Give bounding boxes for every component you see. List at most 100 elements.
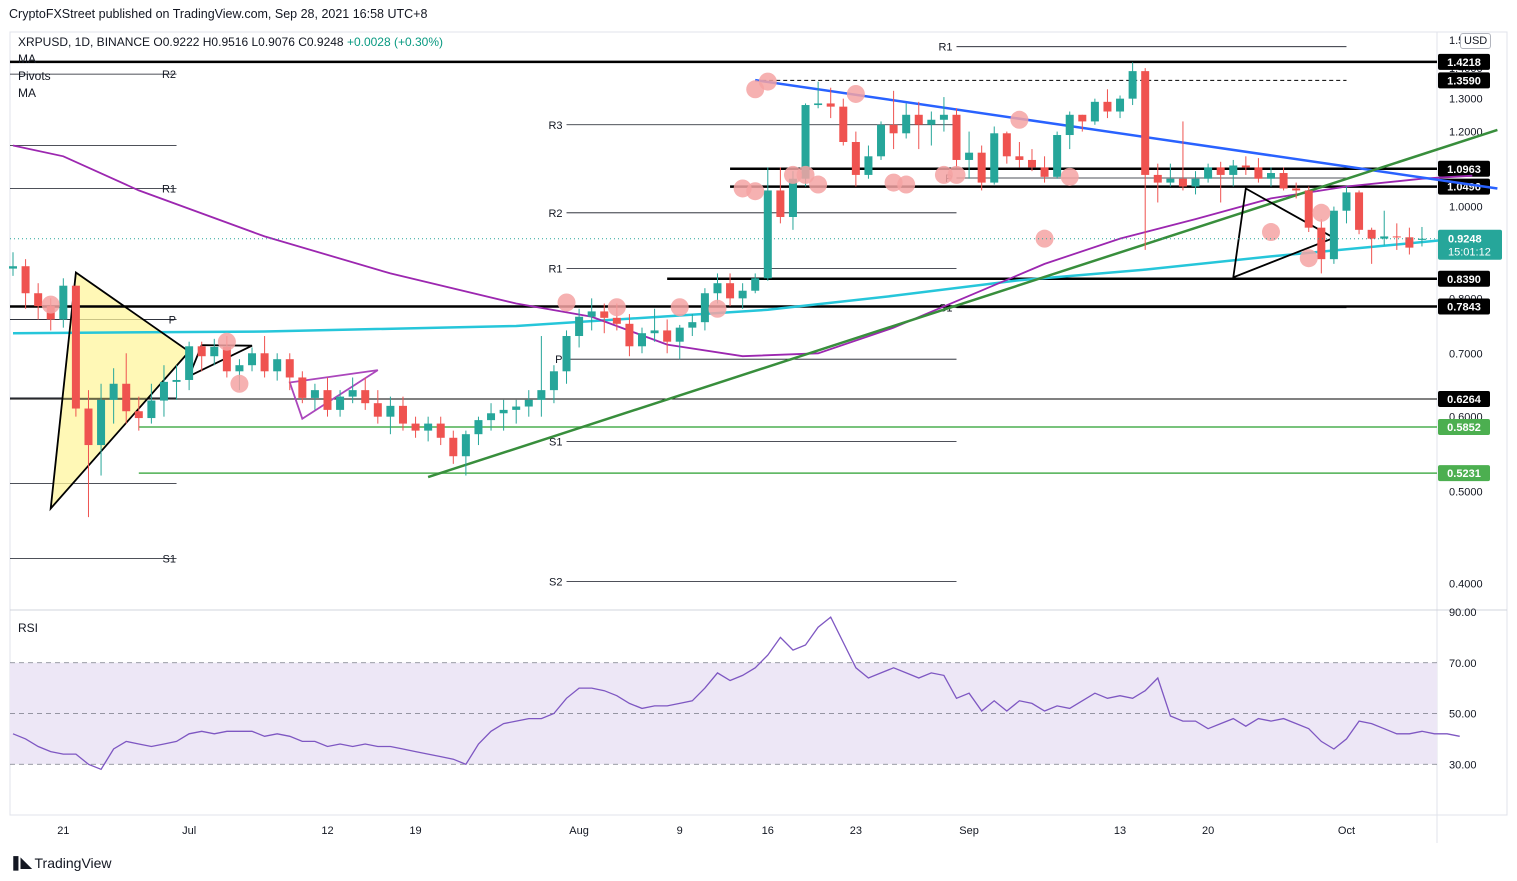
symbol-legend[interactable]: XRPUSD, 1D, BINANCE O0.9222 H0.9516 L0.9…: [18, 35, 443, 49]
candle-body: [726, 283, 735, 299]
candle-body: [323, 390, 332, 410]
candle-body: [751, 278, 760, 291]
pivot-label: S1: [549, 436, 562, 448]
candle-body: [1241, 165, 1250, 168]
candle-body: [776, 190, 785, 217]
candle-body: [1329, 210, 1338, 260]
pivot-label: R3: [548, 120, 562, 132]
candle-body: [952, 114, 961, 160]
candle-body: [1417, 238, 1426, 240]
time-tick-label: 13: [1114, 825, 1126, 837]
candle-body: [159, 381, 168, 401]
candle-body: [839, 106, 848, 142]
candle-body: [650, 330, 659, 334]
candle-body: [738, 290, 747, 299]
candle-body: [1178, 178, 1187, 187]
level-price-tag: [1438, 418, 1490, 435]
touch-point-marker: [947, 165, 966, 184]
candle-body: [298, 377, 307, 398]
candle-body: [310, 390, 319, 398]
candle-body: [1141, 71, 1150, 175]
candle-body: [1304, 190, 1313, 228]
candle-body: [97, 399, 106, 446]
level-price-label: 0.5231: [1447, 468, 1481, 480]
trendline: [427, 128, 1498, 479]
candle-body: [600, 311, 609, 318]
candle-body: [1027, 159, 1036, 168]
candle-body: [1166, 178, 1175, 183]
ohlc-high: H0.9516: [202, 35, 249, 49]
countdown-label: 15:01:12: [1448, 247, 1491, 259]
symbol-name: XRPUSD, 1D, BINANCE: [18, 35, 151, 49]
candle-body: [1355, 192, 1364, 230]
touch-point-marker: [1262, 223, 1280, 242]
time-tick-label: Aug: [569, 825, 589, 837]
candle-body: [587, 311, 596, 317]
candle-body: [1317, 227, 1326, 260]
candle-body: [273, 359, 282, 372]
current-price-label: 0.9248: [1448, 234, 1482, 246]
candle-body: [524, 399, 533, 407]
level-price-tag: [1438, 270, 1490, 287]
price-tick-label: 1.0000: [1449, 202, 1483, 214]
touch-point-marker: [934, 165, 953, 184]
time-tick-label: 19: [409, 825, 421, 837]
footer-brand[interactable]: ❚◣ TradingView: [10, 854, 112, 871]
candle-body: [386, 405, 395, 417]
touch-point-marker: [670, 298, 689, 317]
rsi-label: RSI: [18, 621, 38, 635]
touch-point-marker: [746, 182, 765, 201]
pivot-label: R1: [162, 183, 176, 195]
candle-body: [1191, 178, 1200, 187]
touch-point-marker: [1060, 167, 1079, 186]
candle-body: [939, 114, 948, 120]
indicator-pivots[interactable]: Pivots: [18, 69, 51, 83]
time-tick-label: 16: [762, 825, 774, 837]
rsi-line: [12, 616, 1460, 771]
candle-body: [436, 423, 445, 438]
candle-body: [562, 336, 571, 372]
candle-body: [1342, 192, 1351, 211]
currency-badge[interactable]: USD: [1460, 33, 1492, 49]
candle-body: [1292, 188, 1301, 191]
candle-body: [889, 124, 898, 134]
candle-body: [1090, 101, 1099, 122]
candle-body: [700, 293, 709, 323]
candle-body: [788, 178, 797, 217]
indicator-ma-2[interactable]: MA: [18, 86, 36, 100]
publisher-line: CryptoFXStreet published on TradingView.…: [9, 7, 428, 21]
candle-body: [9, 266, 17, 269]
price-tick-label: 0.7000: [1449, 348, 1483, 360]
level-price-tag: [1438, 298, 1490, 315]
candle-body: [147, 400, 156, 419]
footer-brand-label: TradingView: [34, 854, 112, 871]
candle-body: [713, 283, 722, 294]
candle-body: [1204, 167, 1213, 179]
price-tick-label: 0.4000: [1449, 578, 1483, 590]
ohlc-close: C0.9248: [298, 35, 344, 49]
price-tick-label: 1.2000: [1449, 127, 1483, 139]
level-price-label: 0.6264: [1447, 394, 1482, 406]
candle-body: [210, 346, 219, 357]
level-price-label: 0.7843: [1447, 302, 1481, 314]
candle-body: [1153, 174, 1162, 183]
candle-body: [248, 353, 257, 366]
touch-point-marker: [1299, 249, 1318, 268]
candle-body: [625, 323, 634, 347]
touch-point-marker: [796, 165, 815, 184]
touch-point-marker: [1035, 229, 1054, 248]
tradingview-logo-icon: ❚◣: [10, 854, 31, 870]
candle-body: [487, 413, 496, 421]
level-price-label: 0.8390: [1447, 274, 1481, 286]
candle-body: [1078, 114, 1087, 122]
candle-body: [1015, 156, 1024, 160]
candle-body: [1279, 173, 1288, 189]
time-tick-label: 23: [850, 825, 862, 837]
rsi-tick-label: 70.00: [1449, 658, 1477, 670]
candle-body: [990, 133, 999, 183]
indicator-ma-1[interactable]: MA: [18, 52, 36, 66]
candle-body: [411, 423, 420, 431]
touch-point-marker: [1312, 203, 1331, 222]
level-price-label: 1.3590: [1447, 75, 1481, 87]
